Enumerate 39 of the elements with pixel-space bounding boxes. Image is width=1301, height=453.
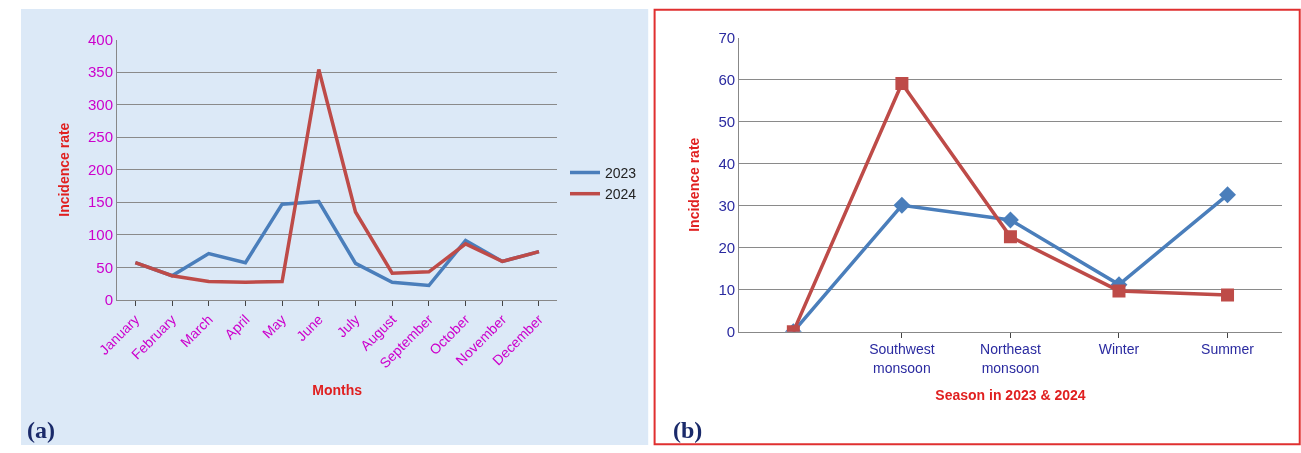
y-axis-title: Incidence rate bbox=[55, 122, 72, 217]
point bbox=[1003, 230, 1017, 244]
y-tick-label: 300 bbox=[87, 95, 113, 113]
text: (a) bbox=[27, 417, 55, 443]
x-tick-label: Summer bbox=[1201, 341, 1255, 358]
point bbox=[1001, 211, 1019, 229]
y-tick-label: 0 bbox=[104, 291, 113, 309]
y-tick-label: 0 bbox=[726, 322, 736, 340]
x-axis-title: Months bbox=[312, 382, 363, 399]
y-axis-title: Incidence rate bbox=[685, 137, 702, 232]
y-tick-label: 50 bbox=[96, 258, 113, 276]
y-tick-label: 70 bbox=[718, 29, 736, 47]
point bbox=[893, 196, 911, 214]
y-tick-label: 350 bbox=[87, 63, 113, 81]
point bbox=[1219, 186, 1236, 204]
x-tick-label: Southwest monsoon bbox=[869, 341, 935, 376]
text: (b) bbox=[673, 417, 703, 443]
point bbox=[895, 77, 909, 91]
x-axis-title: Season in 2023 & 2024 bbox=[935, 386, 1086, 403]
x-tick-label: July bbox=[333, 311, 363, 341]
y-tick-label: 200 bbox=[87, 160, 113, 178]
x-tick-label: Northeast monsoon bbox=[980, 341, 1041, 376]
legend-label: 2024 bbox=[605, 186, 637, 203]
x-tick-label: Winter bbox=[1098, 341, 1140, 358]
y-tick-label: 20 bbox=[718, 238, 736, 256]
y-tick-label: 100 bbox=[87, 225, 113, 243]
y-tick-label: 10 bbox=[718, 280, 736, 298]
point bbox=[1221, 288, 1235, 302]
x-tick-label: May bbox=[259, 311, 290, 342]
y-tick-label: 60 bbox=[718, 71, 736, 89]
y-tick-label: 150 bbox=[87, 193, 113, 211]
point bbox=[1112, 284, 1126, 298]
line-series bbox=[133, 67, 541, 284]
y-tick-label: 40 bbox=[718, 154, 736, 172]
y-tick-label: 50 bbox=[718, 112, 736, 130]
legend-label: 2023 bbox=[605, 164, 637, 181]
y-tick-label: 400 bbox=[87, 30, 113, 48]
y-tick-label: 250 bbox=[87, 128, 113, 146]
y-tick-label: 30 bbox=[718, 196, 736, 214]
